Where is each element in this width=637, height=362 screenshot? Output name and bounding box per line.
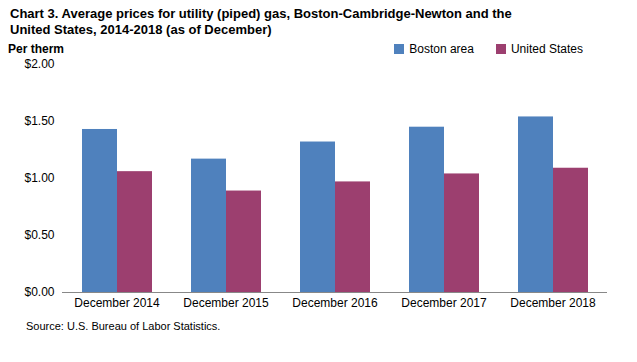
svg-text:December 2017: December 2017 bbox=[401, 296, 487, 310]
html-text:Chart 3. Average prices for ut: Chart 3. Average prices for utility (pip… bbox=[10, 6, 512, 37]
svg-text:December 2015: December 2015 bbox=[183, 296, 269, 310]
svg-text:$0.50: $0.50 bbox=[24, 228, 54, 242]
html-text:United States: United States bbox=[511, 42, 583, 56]
html-text:Boston area: Boston area bbox=[409, 42, 474, 56]
svg-text:$2.00: $2.00 bbox=[24, 57, 54, 71]
svg-text:$0.00: $0.00 bbox=[24, 285, 54, 299]
svg-text:$1.00: $1.00 bbox=[24, 171, 54, 185]
svg-text:$1.50: $1.50 bbox=[24, 114, 54, 128]
svg-text:December 2016: December 2016 bbox=[292, 296, 378, 310]
html-text:Source: U.S. Bureau of Labor S: Source: U.S. Bureau of Labor Statistics. bbox=[26, 320, 221, 332]
html-text:Per therm: Per therm bbox=[8, 42, 64, 56]
svg-text:December 2018: December 2018 bbox=[510, 296, 596, 310]
svg-text:December 2014: December 2014 bbox=[74, 296, 160, 310]
